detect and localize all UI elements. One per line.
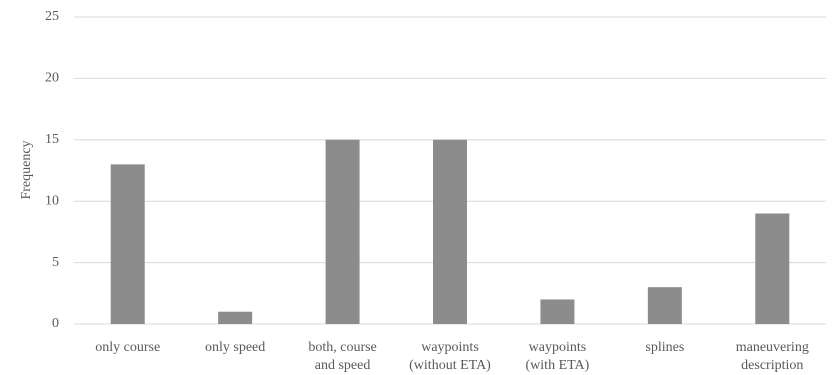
y-tick-label: 10 (45, 193, 59, 208)
bars (110, 139, 790, 324)
x-tick-label: waypoints (with ETA) (526, 340, 590, 373)
bar (755, 213, 790, 324)
bar (218, 311, 253, 324)
y-axis-title: Frequency (19, 140, 34, 199)
x-tick-label: splines (645, 340, 684, 355)
x-tick-labels: only course only speed both, course and spe… (95, 340, 809, 373)
y-tick-label: 0 (52, 316, 59, 331)
y-tick-label: 15 (45, 132, 59, 147)
y-tick-labels: 0 5 10 15 20 25 (45, 9, 59, 331)
x-tick-label: only course (95, 340, 160, 355)
y-tick-label: 25 (45, 9, 59, 24)
bar (647, 287, 682, 324)
x-tick-label: maneuvering description (736, 340, 809, 373)
x-tick-label: only speed (205, 340, 265, 355)
bar (110, 164, 145, 324)
x-tick-label: both, course and speed (308, 340, 376, 373)
y-tick-label: 5 (52, 255, 59, 270)
bar (540, 299, 575, 324)
bar (433, 139, 467, 324)
bar (325, 139, 360, 324)
x-tick-label: waypoints (without ETA) (409, 340, 491, 373)
y-tick-label: 20 (45, 71, 59, 86)
